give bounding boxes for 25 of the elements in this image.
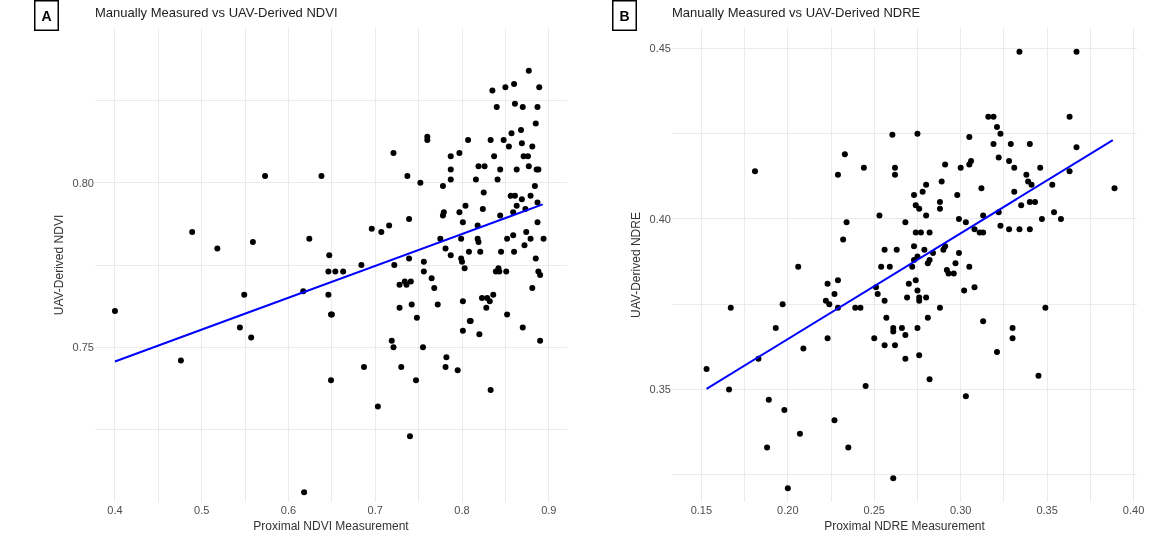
chart-title: Manually Measured vs UAV-Derived NDRE (672, 5, 921, 21)
x-tick-label: 0.5 (194, 504, 210, 516)
x-tick-label: 0.40 (1122, 504, 1145, 516)
y-tick-label: 0.80 (72, 176, 94, 189)
y-tick-label: 0.75 (72, 341, 94, 354)
y-axis-title: UAV-Derived NDVI (51, 214, 66, 316)
y-tick-label: 0.35 (649, 383, 671, 396)
x-tick-label: 0.35 (1036, 504, 1058, 516)
text: B (619, 7, 630, 24)
chart-title: Manually Measured vs UAV-Derived NDVI (95, 5, 338, 21)
x-tick-label: 0.25 (863, 504, 885, 516)
x-tick-label: 0.8 (454, 504, 470, 516)
y-axis-title: UAV-Derived NDRE (628, 212, 643, 318)
x-tick-label: 0.7 (367, 504, 383, 516)
y-tick-label: 0.40 (649, 212, 671, 225)
x-tick-label: 0.4 (107, 504, 123, 516)
x-axis-title: Proximal NDVI Measurement (253, 518, 410, 533)
x-tick-label: 0.6 (280, 504, 297, 516)
y-tick-label: 0.45 (649, 42, 671, 55)
text: A (41, 7, 52, 24)
x-axis-title: Proximal NDRE Measurement (824, 518, 986, 533)
x-tick-label: 0.20 (777, 504, 799, 516)
x-tick-label: 0.30 (949, 504, 972, 516)
x-tick-label: 0.15 (690, 504, 713, 516)
x-tick-label: 0.9 (541, 504, 557, 516)
